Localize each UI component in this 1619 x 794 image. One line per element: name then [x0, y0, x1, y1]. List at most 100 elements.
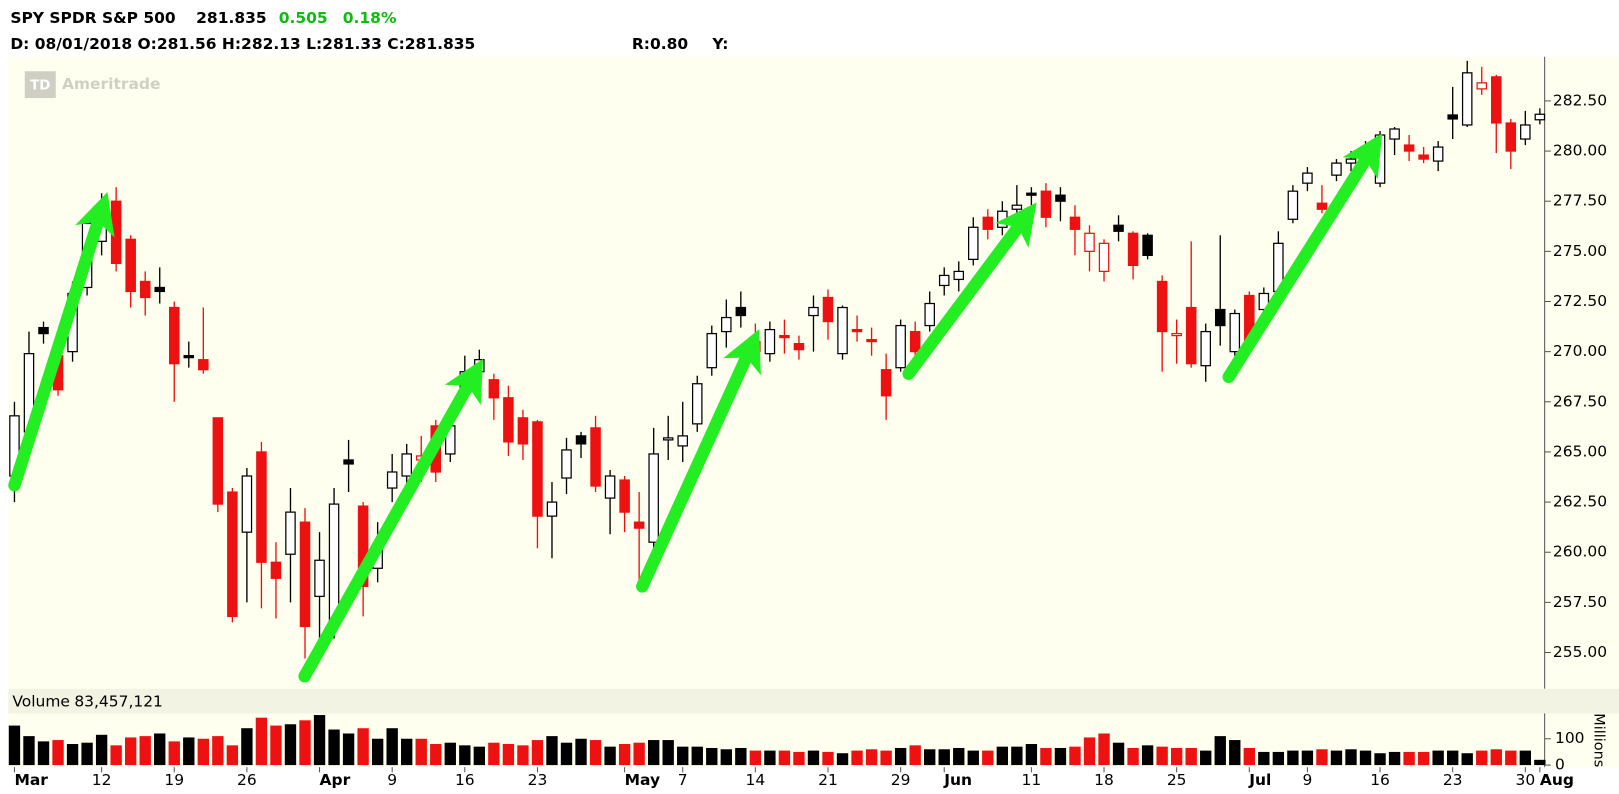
candle-body — [1229, 312, 1241, 353]
x-tick-label: 23 — [528, 771, 548, 789]
candle-body — [968, 226, 979, 260]
candle-body — [168, 306, 180, 365]
volume-bar — [1403, 751, 1415, 766]
y-tick-label: 280.00 — [1553, 142, 1607, 160]
x-tick-label: 21 — [818, 771, 838, 789]
volume-bar — [154, 733, 166, 766]
candle-body — [1316, 202, 1328, 210]
x-tick-label: 25 — [1167, 771, 1187, 789]
arrow — [1222, 133, 1383, 384]
candle-body — [1287, 190, 1299, 220]
y-tick-label: 260.00 — [1553, 543, 1607, 561]
volume-bar — [1476, 750, 1488, 766]
candle-body — [721, 316, 732, 333]
arrow — [636, 329, 761, 593]
candle-body — [706, 332, 718, 369]
candle-body — [851, 328, 863, 333]
volume-bar — [459, 745, 471, 766]
candle-body — [619, 479, 630, 513]
candle-body — [1040, 190, 1052, 218]
candle-body — [1185, 306, 1197, 365]
candle-body — [139, 280, 151, 299]
candle-body — [1156, 280, 1168, 333]
volume-title: Volume — [12, 693, 70, 711]
candle-body — [270, 561, 282, 579]
volume-bar — [1447, 750, 1459, 766]
volume-bar — [560, 742, 573, 766]
candle-body — [1011, 204, 1023, 210]
candle-body — [212, 417, 224, 505]
y-tick-label: 262.50 — [1553, 493, 1607, 511]
volume-bar — [488, 742, 500, 766]
candle-body — [677, 435, 688, 447]
volume-bar — [677, 746, 689, 766]
volume-header — [8, 688, 1619, 714]
volume-bar — [313, 715, 326, 766]
arrow — [298, 358, 484, 683]
volume-bar — [1287, 750, 1299, 766]
candle-body — [953, 270, 965, 281]
volume-bar — [430, 744, 442, 766]
volume-bar — [618, 744, 631, 766]
candle-body — [299, 521, 311, 628]
candle-body — [198, 359, 209, 371]
candle-body — [110, 200, 122, 265]
x-tick-label: 7 — [678, 771, 688, 789]
y-tick-label: 257.50 — [1553, 593, 1607, 611]
candle-body — [779, 334, 790, 339]
x-tick-label: Mar — [14, 771, 48, 789]
candle-body — [1403, 144, 1415, 152]
volume-axis-label: Millions — [1590, 713, 1606, 767]
candle-body — [662, 437, 674, 441]
volume-bar — [241, 728, 253, 766]
candle-body — [909, 330, 921, 353]
volume-bar — [37, 741, 50, 766]
volume-bar — [967, 750, 979, 766]
candle-body — [1331, 162, 1342, 176]
volume-bar — [371, 738, 384, 766]
y-tick-label: 270.00 — [1553, 342, 1607, 360]
candle-body — [386, 471, 398, 489]
volume-bar — [1490, 749, 1502, 766]
volume-bar — [357, 728, 369, 766]
volume-bar — [836, 753, 849, 766]
volume-bar — [706, 747, 718, 766]
y-tick-label: 272.50 — [1553, 292, 1607, 310]
volume-bar — [749, 750, 762, 766]
r-value: R:0.80 — [632, 35, 689, 53]
candle-body — [1113, 224, 1124, 232]
volume-bar — [415, 738, 427, 766]
candle-body — [1171, 332, 1182, 337]
candle-body — [357, 505, 369, 587]
volume-bar — [1505, 750, 1517, 766]
volume-bar — [662, 740, 674, 766]
logo: TD — [30, 79, 50, 94]
y-tick-label: 275.00 — [1553, 242, 1607, 260]
volume-bar — [197, 738, 209, 766]
volume-bar — [1156, 746, 1168, 766]
candle-body — [1520, 124, 1531, 140]
volume-bar — [982, 750, 994, 766]
volume-bar — [52, 740, 64, 766]
y-value: Y: — [711, 35, 728, 53]
candle-body — [154, 286, 165, 293]
volume-bar — [270, 725, 282, 766]
volume-bar — [1301, 750, 1314, 766]
candle-body — [764, 328, 776, 355]
candle-body — [1374, 134, 1386, 184]
candle-body — [590, 427, 601, 487]
volume-bar — [953, 747, 965, 766]
volume-bar — [894, 747, 907, 766]
volume-bar — [517, 745, 529, 766]
volume-bar — [23, 736, 35, 766]
candle-body — [241, 475, 253, 533]
x-tick-label: Apr — [320, 771, 351, 789]
candle-body — [285, 511, 296, 555]
y-tick-label: 277.50 — [1553, 192, 1607, 210]
volume-bar — [386, 728, 398, 766]
candle-body — [561, 449, 572, 479]
candle-body — [227, 491, 238, 618]
volume-bar — [1417, 751, 1430, 766]
candle-body — [924, 302, 935, 327]
